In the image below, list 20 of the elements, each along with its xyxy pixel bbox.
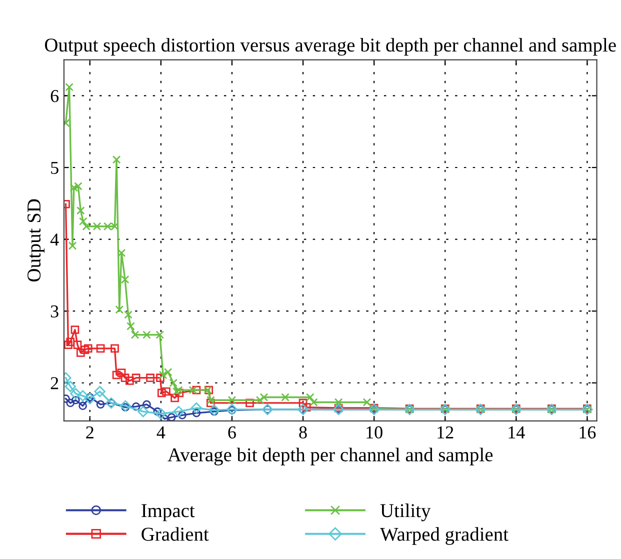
- x-tick-label: 4: [156, 426, 166, 438]
- x-tick-label: 16: [580, 426, 596, 438]
- legend-label: Impact: [142, 504, 195, 522]
- y-tick-label: 4: [50, 234, 59, 246]
- y-tick-label: 2: [50, 377, 58, 390]
- x-tick-label: 2: [86, 426, 94, 438]
- y-tick-label: 5: [51, 162, 58, 174]
- x-tick-label: 10: [366, 426, 382, 438]
- x-tick-label: 8: [299, 426, 307, 438]
- y-tick-label: 3: [50, 305, 58, 318]
- x-tick-label: 6: [228, 426, 236, 438]
- x-tick-label: 14: [508, 426, 525, 438]
- y-axis-title: Output SD: [28, 199, 45, 282]
- legend-label: Utility: [380, 504, 431, 522]
- legend-label: Gradient: [142, 527, 209, 541]
- legend-label: Warped gradient: [380, 527, 508, 545]
- x-axis-title: Average bit depth per channel and sample: [168, 448, 493, 466]
- chart-title: Output speech distortion versus average bit depth per channel and sample: [44, 38, 616, 56]
- x-tick-label: 12: [438, 426, 454, 438]
- y-tick-label: 6: [50, 90, 59, 102]
